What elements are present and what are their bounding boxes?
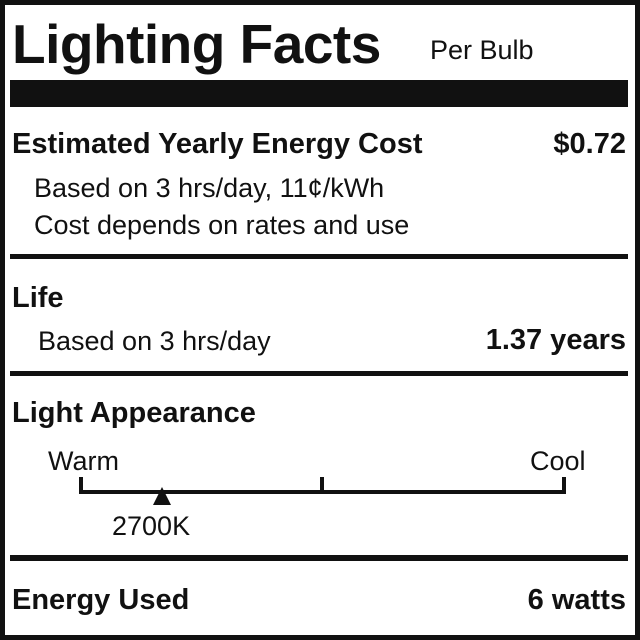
divider — [10, 254, 628, 259]
divider — [10, 371, 628, 376]
life-label: Life — [12, 282, 64, 314]
color-temperature-value: 2700K — [112, 511, 191, 541]
cool-label: Cool — [530, 446, 586, 476]
energy-used-label: Energy Used — [12, 584, 190, 616]
energy-used-value: 6 watts — [527, 584, 626, 616]
header-bar — [10, 80, 628, 107]
divider — [10, 555, 628, 561]
light-appearance-label: Light Appearance — [12, 397, 256, 429]
energy-cost-note-2: Cost depends on rates and use — [34, 210, 410, 240]
scale-tick — [79, 477, 83, 494]
energy-cost-note-1: Based on 3 hrs/day, 11¢/kWh — [34, 173, 385, 203]
label-title: Lighting Facts — [12, 13, 381, 75]
life-note: Based on 3 hrs/day — [38, 326, 271, 356]
life-value: 1.37 years — [485, 324, 626, 356]
color-temperature-marker — [152, 487, 171, 505]
energy-cost-value: $0.72 — [553, 128, 626, 160]
energy-cost-label: Estimated Yearly Energy Cost — [12, 128, 423, 160]
scale-tick — [320, 477, 324, 494]
warm-label: Warm — [48, 446, 119, 476]
label-subtitle: Per Bulb — [430, 35, 534, 65]
scale-tick — [562, 477, 566, 494]
